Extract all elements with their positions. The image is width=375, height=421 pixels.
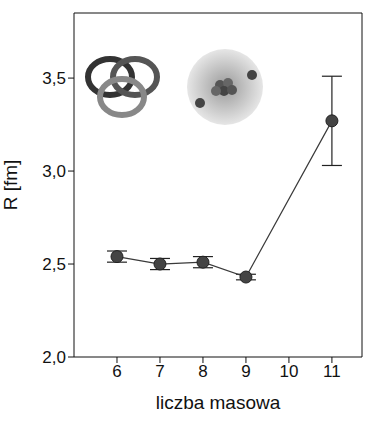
svg-text:8: 8 bbox=[198, 362, 207, 381]
svg-text:liczba masowa: liczba masowa bbox=[156, 392, 281, 413]
svg-text:7: 7 bbox=[155, 362, 164, 381]
svg-text:9: 9 bbox=[241, 362, 250, 381]
svg-text:2,5: 2,5 bbox=[42, 255, 66, 274]
svg-text:3,0: 3,0 bbox=[42, 162, 66, 181]
svg-text:R [fm]: R [fm] bbox=[0, 160, 21, 211]
svg-text:2,0: 2,0 bbox=[42, 348, 66, 367]
svg-text:10: 10 bbox=[279, 362, 298, 381]
svg-text:11: 11 bbox=[323, 362, 341, 381]
svg-text:3,5: 3,5 bbox=[42, 69, 66, 88]
svg-text:6: 6 bbox=[112, 362, 121, 381]
